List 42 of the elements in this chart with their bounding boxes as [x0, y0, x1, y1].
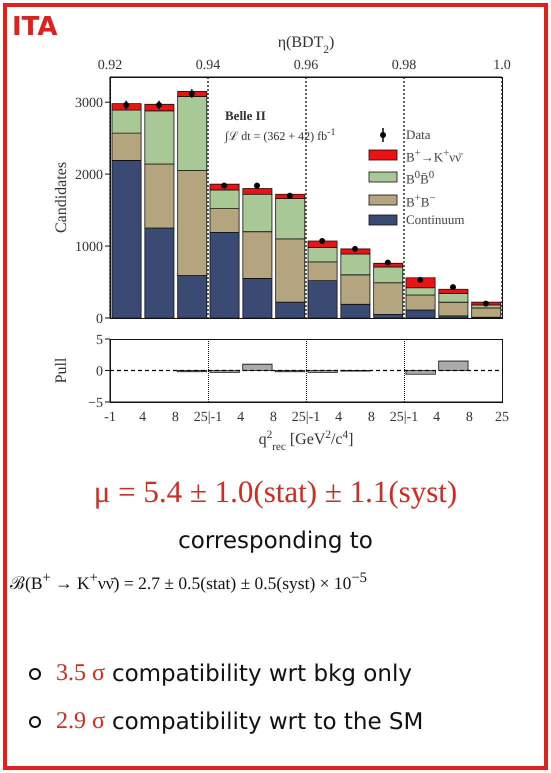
legend-label: B$^{0}$B̄$^{0}$	[406, 168, 434, 189]
legend-label: B$^{+}$→K$^{+}$νν̄	[406, 146, 462, 166]
annotation: ∫ℒ dt = (362 + 42) fb$^{-1}$	[225, 127, 336, 144]
y-tick-label: 0	[96, 364, 103, 380]
legend-label: B$^{+}$B$^{−}$	[406, 190, 436, 211]
text: μ = 5.4 ± 1.0(stat) ± 1.1(syst)	[92, 474, 458, 510]
x-tick-label: 0.98	[392, 58, 416, 73]
annotation: Belle II	[225, 108, 266, 124]
text: 2.9 σ compatibility wrt to the SM	[56, 708, 424, 735]
y-tick-label: 5	[96, 332, 103, 348]
text: 8	[270, 410, 277, 425]
text: 4	[335, 410, 342, 425]
y-tick-label: 2000	[75, 168, 103, 184]
text: 25	[494, 410, 510, 426]
text: 3.5 σ compatibility wrt bkg only	[56, 660, 412, 687]
chart-title: ITA	[12, 12, 58, 42]
text: 4	[433, 410, 440, 425]
y-tick-label: −5	[88, 396, 103, 411]
text: 8	[466, 410, 473, 425]
text: 25|-1	[388, 410, 420, 426]
x-tick-label: 1.0	[493, 58, 511, 73]
text: 25|-1	[290, 410, 322, 426]
legend-label: Continuum	[406, 210, 465, 229]
text: 4	[237, 410, 244, 425]
legend-label: Data	[406, 126, 431, 144]
y-axis-title: Pull	[53, 357, 70, 384]
y-tick-label: 1000	[75, 240, 103, 256]
text: ℬ(B$^{+}$ → K$^{+}$νν̄) = 2.7 ± 0.5(stat) ± 0.5(syst) × 10$^{−5}$	[10, 570, 368, 594]
y-axis-title: Candidates	[53, 162, 70, 234]
x-axis-title: η(BDT$_{2}$)	[278, 34, 334, 56]
text: 8	[172, 410, 179, 425]
y-tick-label: 0	[96, 312, 103, 327]
text: 8	[368, 410, 375, 425]
y-tick-label: 3000	[75, 96, 103, 112]
text: 25|-1	[192, 410, 224, 426]
text: 4	[139, 410, 146, 425]
x-tick-label: 0.94	[196, 58, 220, 73]
x-tick-label: 0.92	[98, 58, 122, 73]
x-tick-label: 0.96	[294, 58, 318, 73]
text: -1	[103, 410, 117, 426]
x-axis-title: q$^{2}$$_{rec}$ [GeV$^{2}$/c$^{4}$]	[258, 429, 354, 453]
text: corresponding to	[177, 528, 374, 554]
